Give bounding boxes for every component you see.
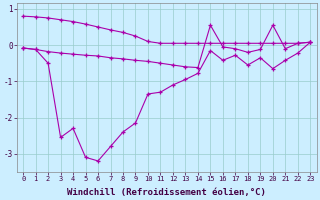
X-axis label: Windchill (Refroidissement éolien,°C): Windchill (Refroidissement éolien,°C) (67, 188, 266, 197)
